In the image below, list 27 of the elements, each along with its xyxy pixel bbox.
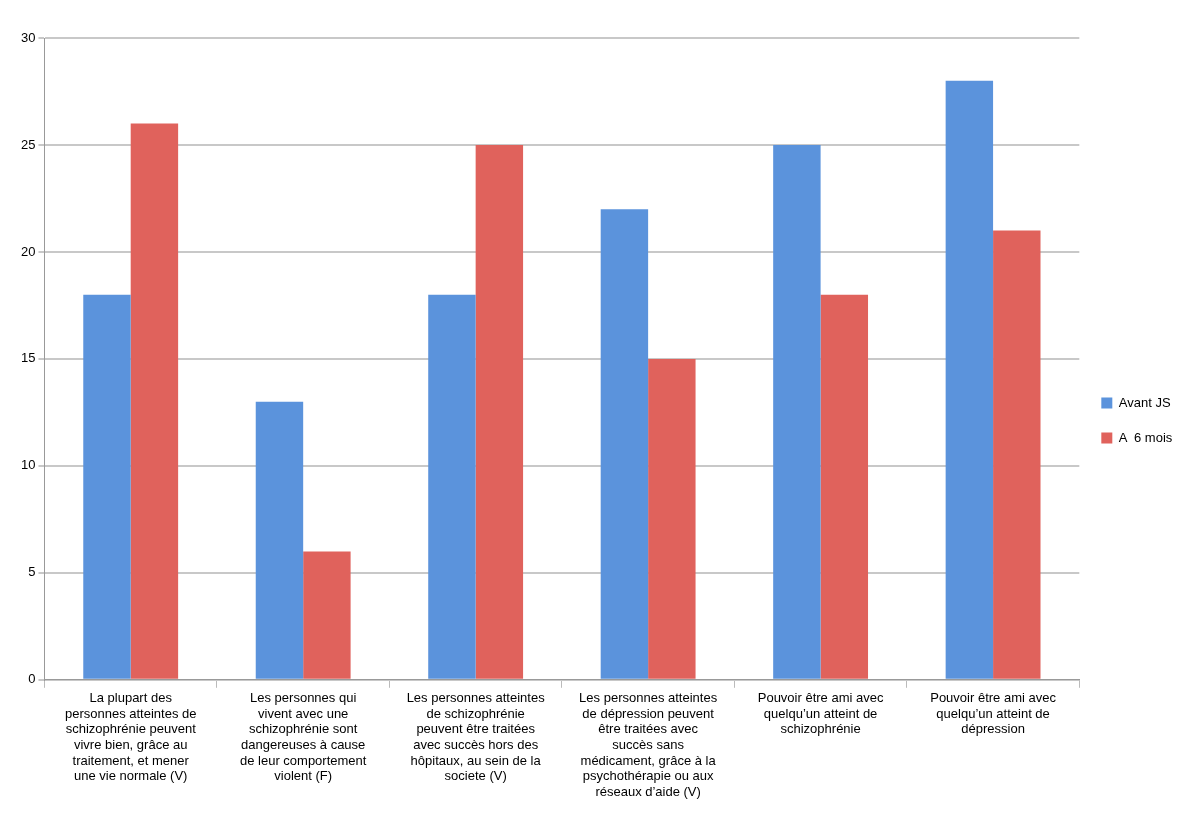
bar xyxy=(820,294,869,679)
bar xyxy=(648,358,696,679)
x-tick-label: La plupart des personnes atteintes de schizophrénie peuvent vivre bien, grâce au traitement, et mener une vie normale (V) xyxy=(64,690,197,784)
y-tick-label: 20 xyxy=(20,243,36,259)
bar xyxy=(475,144,524,679)
y-tick-label: 30 xyxy=(20,29,36,45)
bar xyxy=(255,401,304,679)
bar xyxy=(600,209,649,679)
y-tick-label: 25 xyxy=(20,136,36,152)
y-tick-label: 15 xyxy=(20,350,36,366)
bar xyxy=(130,123,179,679)
bar xyxy=(83,294,131,679)
y-tick-label: 5 xyxy=(28,564,36,580)
y-tick-label: 0 xyxy=(28,671,36,687)
bar xyxy=(303,551,351,679)
legend-label: Avant JS xyxy=(1118,394,1171,410)
x-tick-label: Les personnes qui vivent avec une schizophrénie sont dangereuses à cause de leur comportement violent (F) xyxy=(239,690,367,784)
x-tick-label: Pouvoir être ami avec quelqu’un atteint de schizophrénie xyxy=(757,690,884,737)
bar xyxy=(945,80,994,679)
x-tick-label: Les personnes atteintes de dépression peuvent être traitées avec succès sans médicament, grâce à la psychothérapie ou aux réseaux d’aide (V) xyxy=(579,690,718,799)
x-tick-label: Les personnes atteintes de schizophrénie peuvent être traitées avec succès hors des hôpitaux, au sein de la societe (V) xyxy=(406,690,546,784)
bar xyxy=(428,294,476,679)
legend-label: A 6 mois xyxy=(1118,429,1173,445)
bar xyxy=(773,144,821,679)
y-tick-label: 10 xyxy=(20,457,36,473)
x-tick-label: Pouvoir être ami avec quelqu’un atteint de dépression xyxy=(930,690,1057,737)
bar xyxy=(993,230,1041,679)
